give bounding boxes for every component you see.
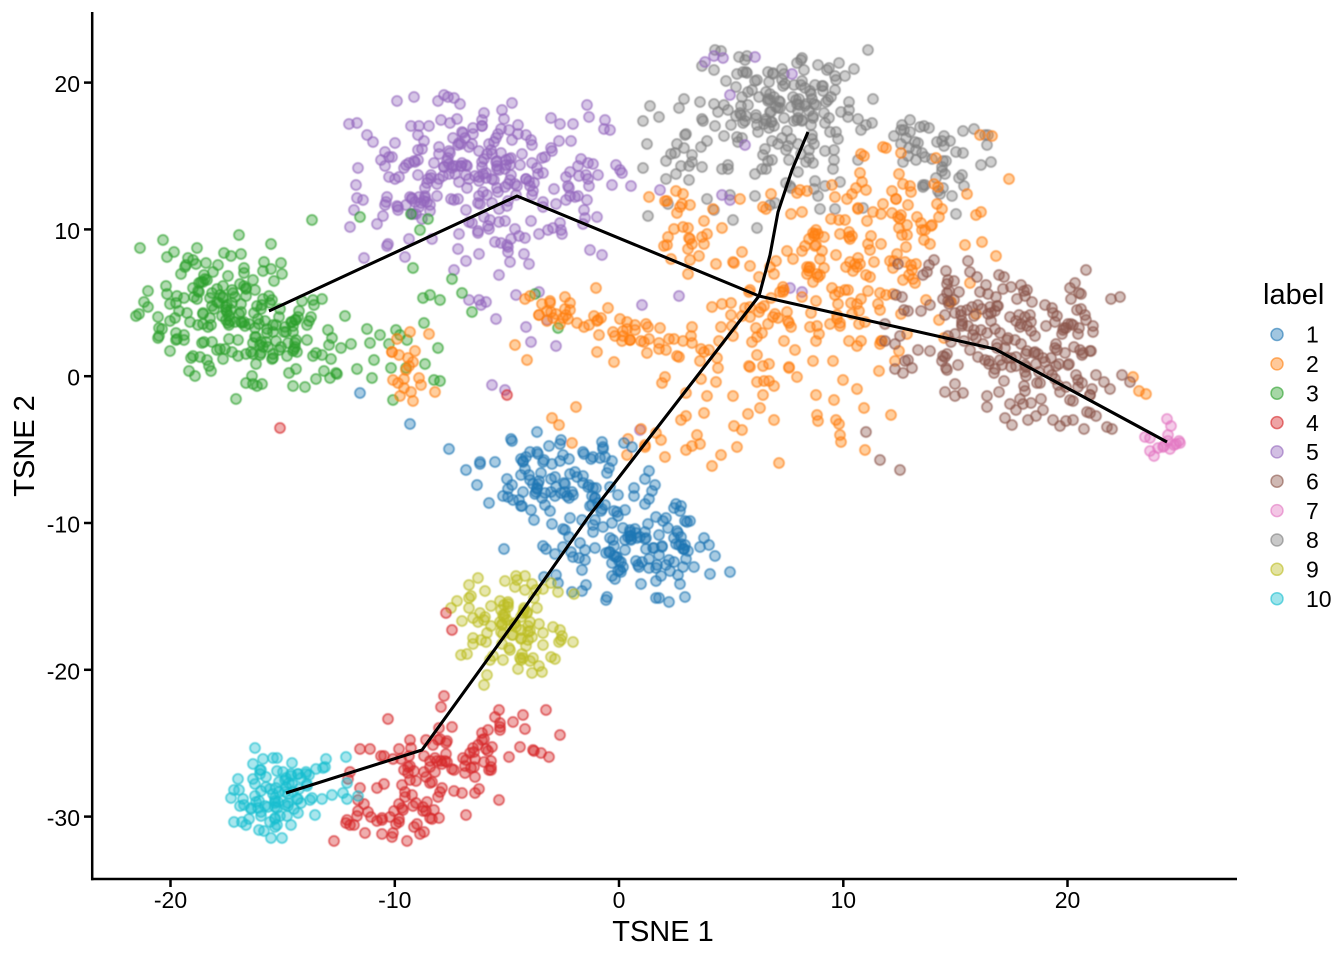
svg-text:2: 2 xyxy=(1306,351,1319,377)
svg-text:20: 20 xyxy=(1055,887,1081,913)
svg-text:10: 10 xyxy=(54,218,80,244)
svg-text:8: 8 xyxy=(1306,527,1319,553)
svg-text:20: 20 xyxy=(54,71,80,97)
svg-text:label: label xyxy=(1263,279,1324,311)
svg-text:TSNE 2: TSNE 2 xyxy=(9,395,41,497)
svg-text:10: 10 xyxy=(831,887,857,913)
svg-text:TSNE 1: TSNE 1 xyxy=(612,916,714,948)
svg-text:-10: -10 xyxy=(378,887,411,913)
svg-text:5: 5 xyxy=(1306,439,1319,465)
svg-text:10: 10 xyxy=(1306,586,1332,612)
svg-text:1: 1 xyxy=(1306,322,1319,348)
svg-text:4: 4 xyxy=(1306,410,1319,436)
svg-text:0: 0 xyxy=(67,365,80,391)
svg-text:9: 9 xyxy=(1306,557,1319,583)
svg-text:3: 3 xyxy=(1306,380,1319,406)
svg-text:-10: -10 xyxy=(47,512,80,538)
svg-text:7: 7 xyxy=(1306,498,1319,524)
svg-text:6: 6 xyxy=(1306,468,1319,494)
svg-text:0: 0 xyxy=(613,887,626,913)
svg-text:-20: -20 xyxy=(47,658,80,684)
svg-text:-30: -30 xyxy=(47,805,80,831)
svg-text:-20: -20 xyxy=(154,887,187,913)
